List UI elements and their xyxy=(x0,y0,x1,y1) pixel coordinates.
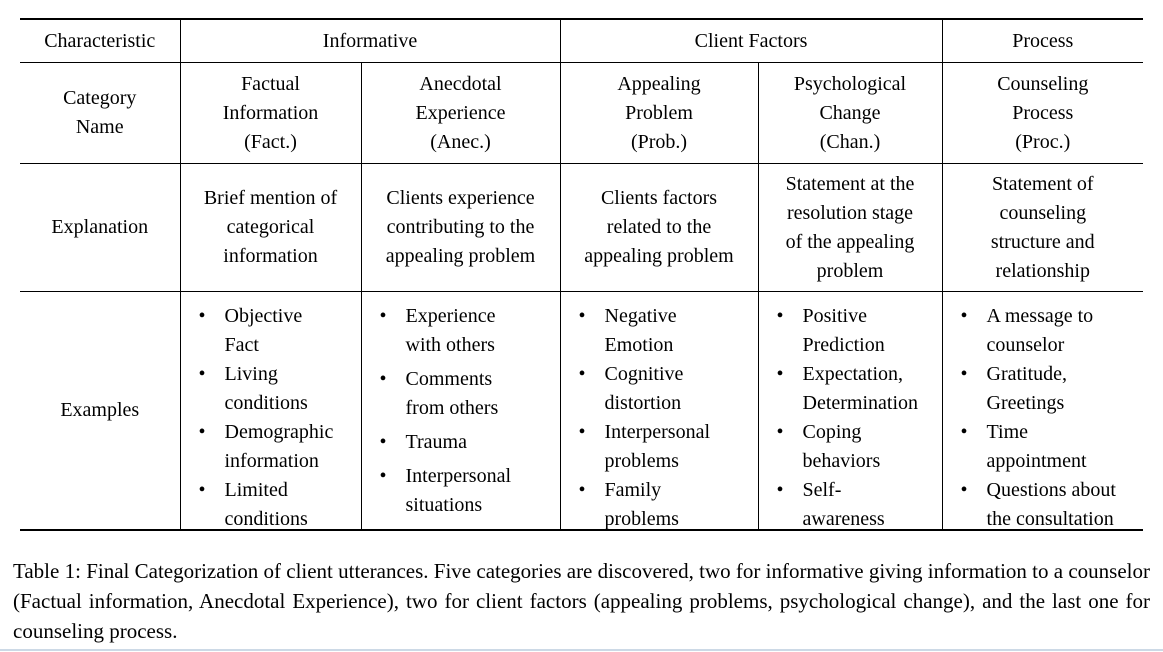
category-name-prob: Appealing Problem (Prob.) xyxy=(559,62,758,164)
row-label-explanation: Explanation xyxy=(20,163,180,292)
bullet-icon: • xyxy=(578,421,586,443)
group-header-informative: Informative xyxy=(179,19,560,63)
bullet-icon: • xyxy=(776,479,784,501)
examples-list-prob: • Negative Emotion • Cognitive distortion • I… xyxy=(561,293,758,530)
explanation-proc: Statement of counseling structure and re… xyxy=(941,163,1144,292)
characteristic-row: Characteristic Informative Client Factor… xyxy=(20,19,1144,63)
bullet-icon: • xyxy=(578,305,586,327)
bullet-icon: • xyxy=(776,363,784,385)
example-item-text: A message to counselor xyxy=(986,305,1094,356)
example-item: • Cognitive distortion xyxy=(577,360,754,418)
explanation-anec: Clients experience contributing to the a… xyxy=(360,163,560,292)
example-item: • Negative Emotion xyxy=(577,302,754,360)
example-item: • Coping behaviors xyxy=(775,418,938,476)
example-item: • Questions about the consultation xyxy=(959,476,1140,530)
bullet-icon: • xyxy=(198,305,206,327)
example-item-text: Questions about the consultation xyxy=(986,479,1116,530)
example-item: • Demographic information xyxy=(197,418,357,476)
category-name-anec: Anecdotal Experience (Anec.) xyxy=(360,62,560,164)
example-item: • Interpersonal problems xyxy=(577,418,754,476)
explanation-chan: Statement at the resolution stage of the… xyxy=(757,163,943,292)
example-item-text: Objective Fact xyxy=(224,305,303,356)
bullet-icon: • xyxy=(198,479,206,501)
bullet-icon: • xyxy=(379,431,387,453)
example-item: • Comments from others xyxy=(378,365,556,423)
category-name-proc: Counseling Process (Proc.) xyxy=(941,62,1144,164)
example-item: • Expectation, Determination xyxy=(775,360,938,418)
example-item: • Family problems xyxy=(577,476,754,530)
row-label-category-name: Category Name xyxy=(20,62,180,164)
table-caption: Table 1: Final Categorization of client … xyxy=(13,559,1150,643)
group-header-process: Process xyxy=(941,19,1144,63)
example-item: • A message to counselor xyxy=(959,302,1140,360)
example-item: • Limited conditions xyxy=(197,476,357,530)
example-item: • Objective Fact xyxy=(197,302,357,360)
bullet-icon: • xyxy=(776,305,784,327)
example-item-text: Experience with others xyxy=(405,305,496,356)
example-item-text: Time appointment xyxy=(986,421,1087,472)
examples-chan-cell: • Positive Prediction • Expectation, Determ… xyxy=(757,291,943,530)
example-item-text: Interpersonal problems xyxy=(604,421,711,472)
row-label-examples: Examples xyxy=(60,399,140,421)
bullet-icon: • xyxy=(578,363,586,385)
category-name-row: Category Name Factual Information (Fact.… xyxy=(20,62,1144,164)
examples-list-chan: • Positive Prediction • Expectation, Determ… xyxy=(759,293,942,530)
example-item: • Interpersonal situations xyxy=(378,462,556,520)
example-item-text: Positive Prediction xyxy=(802,305,885,356)
group-header-client-factors: Client Factors xyxy=(559,19,943,63)
example-item-text: Living conditions xyxy=(224,363,308,414)
example-item: • Self- awareness xyxy=(775,476,938,530)
explanation-fact: Brief mention of categorical information xyxy=(179,163,361,292)
bullet-icon: • xyxy=(960,479,968,501)
example-item-text: Negative Emotion xyxy=(604,305,677,356)
example-item: • Living conditions xyxy=(197,360,357,418)
bullet-icon: • xyxy=(379,368,387,390)
example-item: • Experience with others xyxy=(378,302,556,360)
examples-fact-cell: • Objective Fact • Living conditions • Demogr… xyxy=(179,291,361,530)
example-item-text: Expectation, Determination xyxy=(802,363,919,414)
examples-list-proc: • A message to counselor • Gratitude, Greet… xyxy=(943,293,1143,530)
examples-anec-cell: • Experience with others • Comments from ot… xyxy=(360,291,560,530)
bullet-icon: • xyxy=(960,363,968,385)
example-item-text: Self- awareness xyxy=(802,479,885,530)
bullet-icon: • xyxy=(960,305,968,327)
example-item: • Positive Prediction xyxy=(775,302,938,360)
category-name-chan: Psychological Change (Chan.) xyxy=(757,62,943,164)
examples-list-fact: • Objective Fact • Living conditions • Demogr… xyxy=(181,293,361,530)
example-item-text: Comments from others xyxy=(405,368,499,419)
categorization-table: Characteristic Informative Client Factor… xyxy=(20,18,1144,531)
example-item-text: Demographic information xyxy=(224,421,334,472)
example-item-text: Gratitude, Greetings xyxy=(986,363,1068,414)
examples-proc-cell: • A message to counselor • Gratitude, Greet… xyxy=(941,291,1144,530)
examples-row: Examples • Objective Fact • Living conditio… xyxy=(20,291,1144,530)
example-item-text: Interpersonal situations xyxy=(405,465,512,516)
bullet-icon: • xyxy=(776,421,784,443)
example-item: • Trauma xyxy=(378,428,556,457)
explanation-prob: Clients factors related to the appealing… xyxy=(559,163,758,292)
examples-prob-cell: • Negative Emotion • Cognitive distortion • I… xyxy=(559,291,758,530)
example-item-text: Trauma xyxy=(405,431,467,453)
bullet-icon: • xyxy=(379,305,387,327)
bullet-icon: • xyxy=(198,363,206,385)
bullet-icon: • xyxy=(960,421,968,443)
bullet-icon: • xyxy=(379,465,387,487)
example-item-text: Family problems xyxy=(604,479,679,530)
explanation-row: Explanation Brief mention of categorical… xyxy=(20,163,1144,292)
example-item-text: Limited conditions xyxy=(224,479,308,530)
examples-list-anec: • Experience with others • Comments from ot… xyxy=(362,293,560,528)
bullet-icon: • xyxy=(198,421,206,443)
example-item-text: Cognitive distortion xyxy=(604,363,684,414)
example-item-text: Coping behaviors xyxy=(802,421,881,472)
example-item: • Time appointment xyxy=(959,418,1140,476)
corner-label: Characteristic xyxy=(20,19,180,63)
bullet-icon: • xyxy=(578,479,586,501)
window-bottom-edge xyxy=(0,649,1163,651)
category-name-fact: Factual Information (Fact.) xyxy=(179,62,361,164)
example-item: • Gratitude, Greetings xyxy=(959,360,1140,418)
